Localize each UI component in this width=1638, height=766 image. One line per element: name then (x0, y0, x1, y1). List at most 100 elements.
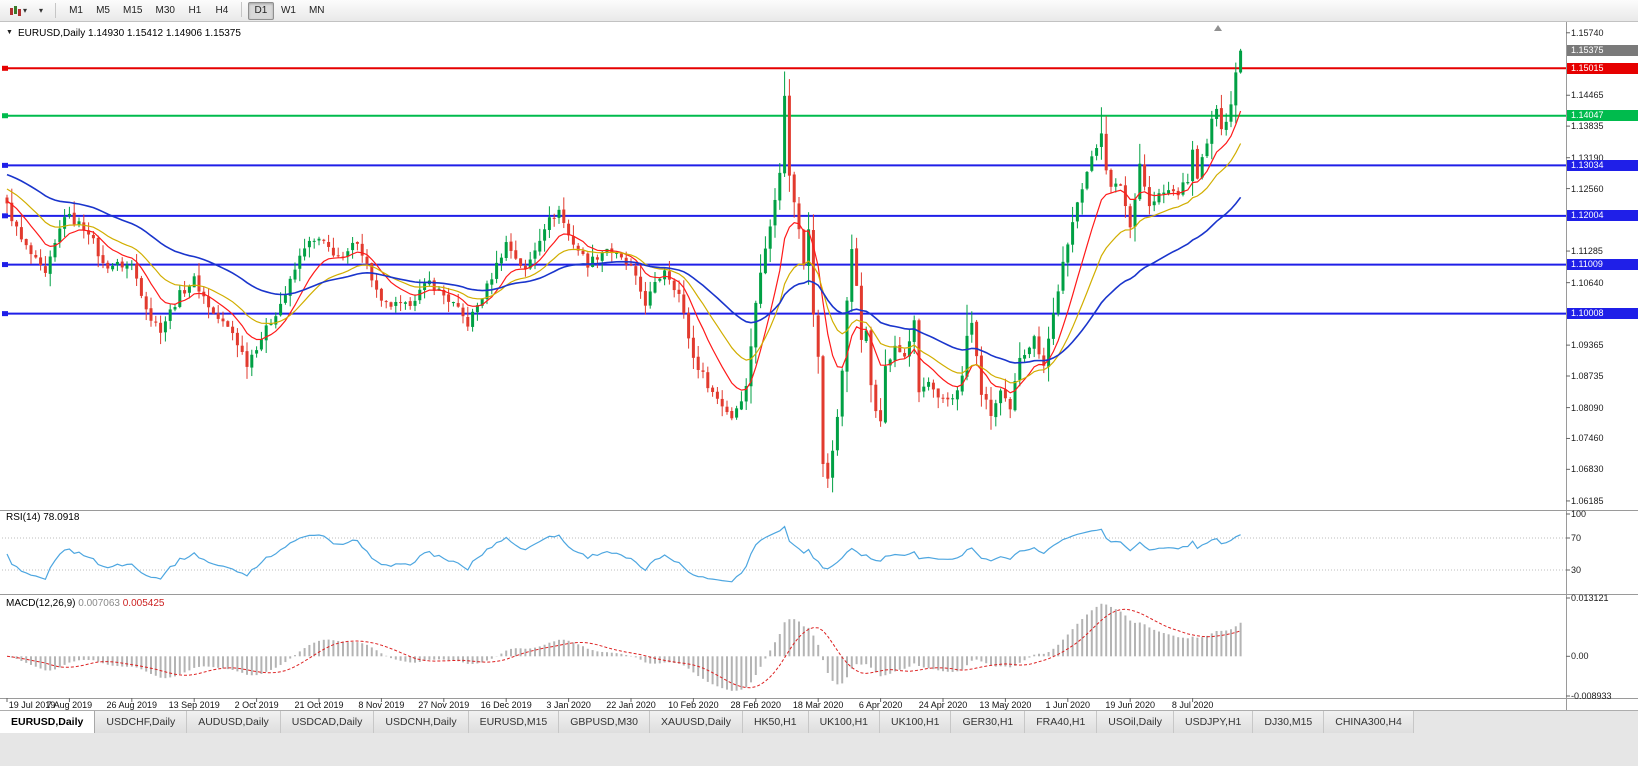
date-tick-label: 26 Aug 2019 (106, 700, 158, 710)
macd-signal-value: 0.005425 (122, 598, 165, 609)
price-tick-label: 1.12560 (1571, 183, 1604, 194)
date-tick-label: 2 Oct 2019 (234, 700, 279, 710)
ma-medium-line (6, 143, 1242, 384)
ma-slow-line (6, 173, 1242, 364)
hline-price-badge: 1.15015 (1567, 62, 1638, 74)
macd-main-value: 0.007063 (78, 598, 120, 609)
price-tick-label: 1.06830 (1571, 464, 1604, 475)
date-tick-label: 28 Feb 2020 (730, 700, 782, 710)
one-click-trading-arrow-icon[interactable]: ▼ (6, 29, 13, 36)
rsi-line (6, 525, 1241, 583)
period-dropdown-button[interactable]: ▾ (34, 2, 48, 20)
price-tick-label: 1.06185 (1571, 495, 1604, 506)
price-tick-label: 1.13835 (1571, 121, 1604, 132)
price-tick-label: 1.08090 (1571, 402, 1604, 413)
price-tick-label: 1.15740 (1571, 27, 1604, 38)
hline-price-badge: 1.13034 (1567, 159, 1638, 171)
chart-tab-fra40-h1[interactable]: FRA40,H1 (1025, 711, 1098, 733)
macd-indicator-label: MACD(12,26,9) 0.007063 0.005425 (6, 598, 164, 609)
price-tick-label: 1.13190 (1571, 152, 1604, 163)
hline-handle[interactable] (2, 113, 8, 119)
chart-tab-gbpusd-m30[interactable]: GBPUSD,M30 (559, 711, 650, 733)
chevron-down-icon: ▾ (23, 6, 28, 15)
chart-title: EURUSD,Daily 1.14930 1.15412 1.14906 1.1… (18, 28, 241, 39)
timeframe-button-mn[interactable]: MN (308, 5, 325, 16)
date-tick-label: 10 Feb 2020 (668, 700, 719, 710)
price-tick-label: 1.07460 (1571, 433, 1604, 444)
date-tick-label: 19 Jun 2020 (1105, 700, 1155, 710)
chart-tab-eurusd-daily[interactable]: EURUSD,Daily (0, 711, 96, 733)
price-scale[interactable]: 1.15740 1.14465 1.13835 1.13190 1.12560 1.112… (1567, 22, 1638, 710)
timeframe-button-w1[interactable]: W1 (280, 5, 296, 16)
rsi-tick-label: 100 (1571, 509, 1587, 519)
hline-price-badge: 1.14047 (1567, 110, 1638, 122)
timeframe-button-h1[interactable]: H1 (188, 5, 202, 16)
timeframe-button-m5[interactable]: M5 (96, 5, 110, 16)
chart-tab-dj30-m15[interactable]: DJ30,M15 (1253, 711, 1325, 733)
hline-handle[interactable] (2, 65, 8, 71)
chart-tab-eurusd-m15[interactable]: EURUSD,M15 (468, 711, 560, 733)
timeframe-button-m15[interactable]: M15 (123, 5, 143, 16)
price-tick-label: 1.10640 (1571, 277, 1604, 288)
chart-tab-xauusd-daily[interactable]: XAUUSD,Daily (649, 711, 743, 733)
timeframe-button-h4[interactable]: H4 (215, 5, 229, 16)
date-tick-label: 21 Oct 2019 (294, 700, 344, 710)
chart-tab-uk100-h1[interactable]: UK100,H1 (808, 711, 881, 733)
timeframe-button-group: M1 M5 M15 M30 H1 H4 D1 W1 MN (63, 1, 330, 20)
price-tick-label: 1.08735 (1571, 370, 1604, 381)
hline-1.12004[interactable] (2, 213, 1566, 219)
chevron-down-icon: ▾ (39, 6, 44, 15)
chart-canvas[interactable] (0, 22, 1638, 710)
price-tick-label: 1.11285 (1571, 246, 1603, 257)
macd-signal-line (6, 608, 1241, 689)
chart-workspace[interactable]: ▼ EURUSD,Daily 1.14930 1.15412 1.14906 1… (0, 22, 1638, 710)
timeframe-button-d1[interactable]: D1 (247, 1, 274, 20)
date-tick-label: 1 Jun 2020 (1045, 700, 1091, 710)
candlestick-chart-icon (9, 5, 21, 17)
time-scale[interactable]: 19 Jul 2019 7 Aug 2019 26 Aug 2019 13 Sep 2… (0, 698, 1566, 710)
macd-tick-label: 0.013121 (1571, 593, 1609, 603)
date-tick-label: 8 Jul 2020 (1171, 700, 1214, 710)
price-tick-label: 1.14465 (1571, 90, 1604, 101)
chart-tab-usdjpy-h1[interactable]: USDJPY,H1 (1173, 711, 1254, 733)
chart-type-button[interactable]: ▾ (4, 2, 32, 20)
hline-1.11009[interactable] (2, 262, 1566, 268)
rsi-tick-label: 30 (1571, 565, 1582, 575)
macd-name: MACD(12,26,9) (6, 598, 76, 609)
hline-handle[interactable] (2, 311, 8, 317)
timeframe-button-m30[interactable]: M30 (155, 5, 175, 16)
hline-handle[interactable] (2, 262, 8, 268)
chart-tab-usdchf-daily[interactable]: USDCHF,Daily (95, 711, 188, 733)
date-tick-label: 27 Nov 2019 (418, 700, 470, 710)
date-tick-label: 13 May 2020 (979, 700, 1032, 710)
last-price-badge: 1.15375 (1567, 45, 1638, 57)
price-tick-label: 1.09365 (1571, 340, 1604, 351)
chart-tab-usdcnh-daily[interactable]: USDCNH,Daily (374, 711, 469, 733)
chart-tab-hk50-h1[interactable]: HK50,H1 (742, 711, 809, 733)
date-tick-label: 7 Aug 2019 (46, 700, 93, 710)
hline-handle[interactable] (2, 213, 8, 219)
chart-tabs-row: EURUSD,Daily USDCHF,Daily AUDUSD,Daily USDC… (0, 711, 1638, 733)
chart-tab-usoil-daily[interactable]: USOil,Daily (1097, 711, 1174, 733)
chart-shift-marker-icon (1214, 25, 1222, 31)
date-tick-label: 22 Jan 2020 (606, 700, 656, 710)
date-tick-label: 6 Apr 2020 (858, 700, 903, 710)
chart-tab-ger30-h1[interactable]: GER30,H1 (951, 711, 1026, 733)
timeframe-button-m1[interactable]: M1 (69, 5, 83, 16)
toolbar-separator (240, 1, 242, 17)
toolbar: ▾ ▾ M1 M5 M15 M30 H1 H4 D1 W1 MN (0, 0, 1638, 22)
chart-tab-audusd-daily[interactable]: AUDUSD,Daily (187, 711, 281, 733)
hline-1.15015[interactable] (2, 65, 1566, 71)
toolbar-separator (55, 3, 57, 18)
chart-tab-uk100-h1[interactable]: UK100,H1 (880, 711, 952, 733)
chart-tabs-bar: EURUSD,Daily USDCHF,Daily AUDUSD,Daily USDC… (0, 710, 1638, 766)
date-tick-label: 19 Jul 2019 (8, 700, 56, 710)
chart-tab-china300-h4[interactable]: CHINA300,H4 (1324, 711, 1414, 733)
hline-1.10008[interactable] (2, 311, 1566, 317)
hline-handle[interactable] (2, 162, 8, 168)
macd-tick-label: 0.00 (1571, 651, 1589, 662)
rsi-indicator-label: RSI(14) 78.0918 (6, 512, 80, 523)
chart-tab-usdcad-daily[interactable]: USDCAD,Daily (280, 711, 375, 733)
date-tick-label: 18 Mar 2020 (792, 700, 844, 710)
hline-price-badge: 1.12004 (1567, 210, 1638, 222)
